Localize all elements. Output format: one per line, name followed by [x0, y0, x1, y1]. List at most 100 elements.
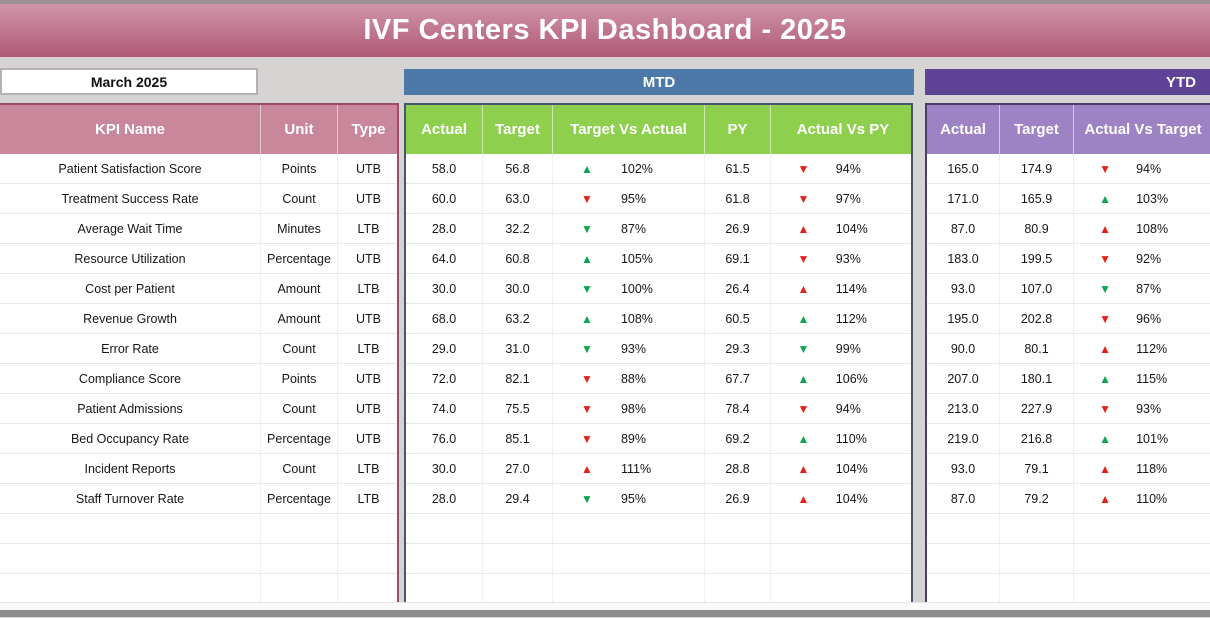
ytd-actual-cell[interactable]: 171.0: [947, 191, 979, 206]
type-cell[interactable]: LTB: [337, 454, 399, 483]
mtd-py-header[interactable]: PY: [704, 105, 770, 154]
mtd-target-cell[interactable]: 30.0: [482, 274, 552, 303]
mtd-actual-vs-py-cell[interactable]: ▼ 94%: [770, 394, 915, 423]
empty-cell[interactable]: [999, 514, 1073, 543]
ytd-target-cell[interactable]: 79.2: [999, 484, 1073, 513]
kpi-name-cell[interactable]: Average Wait Time: [77, 221, 183, 236]
empty-cell[interactable]: [1073, 574, 1210, 604]
mtd-py-cell[interactable]: 78.4: [704, 394, 770, 423]
mtd-target-vs-actual-cell[interactable]: ▲ 108%: [552, 304, 704, 333]
ytd-actual-vs-target-header[interactable]: Actual Vs Target: [1073, 105, 1210, 154]
mtd-target-cell[interactable]: 32.2: [482, 214, 552, 243]
empty-cell[interactable]: [337, 544, 399, 573]
ytd-actual-cell[interactable]: 87.0: [950, 221, 976, 236]
unit-cell[interactable]: Points: [260, 364, 337, 393]
mtd-actual-cell[interactable]: 68.0: [431, 311, 457, 326]
mtd-py-cell[interactable]: 61.5: [704, 154, 770, 183]
unit-cell[interactable]: Percentage: [260, 484, 337, 513]
empty-cell[interactable]: [552, 544, 704, 573]
mtd-actual-cell[interactable]: 30.0: [431, 281, 457, 296]
empty-cell[interactable]: [999, 574, 1073, 604]
ytd-target-cell[interactable]: 180.1: [999, 364, 1073, 393]
ytd-target-cell[interactable]: 216.8: [999, 424, 1073, 453]
mtd-target-vs-actual-cell[interactable]: ▼ 95%: [552, 484, 704, 513]
mtd-target-vs-actual-cell[interactable]: ▼ 87%: [552, 214, 704, 243]
mtd-py-cell[interactable]: 28.8: [704, 454, 770, 483]
unit-cell[interactable]: Amount: [260, 274, 337, 303]
mtd-actual-cell[interactable]: 29.0: [431, 341, 457, 356]
ytd-actual-vs-target-cell[interactable]: ▲ 101%: [1073, 424, 1210, 453]
unit-cell[interactable]: Count: [260, 454, 337, 483]
ytd-actual-vs-target-cell[interactable]: ▼ 94%: [1073, 154, 1210, 183]
mtd-target-vs-actual-cell[interactable]: ▼ 89%: [552, 424, 704, 453]
mtd-target-vs-actual-cell[interactable]: ▼ 88%: [552, 364, 704, 393]
mtd-py-cell[interactable]: 29.3: [704, 334, 770, 363]
mtd-py-cell[interactable]: 60.5: [704, 304, 770, 333]
kpi-name-cell[interactable]: Incident Reports: [84, 461, 176, 476]
ytd-actual-cell[interactable]: 93.0: [950, 461, 976, 476]
mtd-actual-vs-py-cell[interactable]: ▲ 114%: [770, 274, 915, 303]
mtd-py-cell[interactable]: 61.8: [704, 184, 770, 213]
ytd-target-cell[interactable]: 107.0: [999, 274, 1073, 303]
mtd-py-cell[interactable]: 67.7: [704, 364, 770, 393]
mtd-actual-vs-py-cell[interactable]: ▲ 106%: [770, 364, 915, 393]
kpi-name-cell[interactable]: Revenue Growth: [83, 311, 177, 326]
type-cell[interactable]: LTB: [337, 484, 399, 513]
empty-cell[interactable]: [337, 574, 399, 604]
ytd-target-cell[interactable]: 80.9: [999, 214, 1073, 243]
mtd-actual-cell[interactable]: 64.0: [431, 251, 457, 266]
empty-cell[interactable]: [260, 574, 337, 604]
mtd-actual-vs-py-cell[interactable]: ▲ 104%: [770, 484, 915, 513]
kpi-name-cell[interactable]: Resource Utilization: [74, 251, 186, 266]
mtd-target-cell[interactable]: 82.1: [482, 364, 552, 393]
period-selector[interactable]: March 2025: [0, 68, 258, 95]
ytd-actual-cell[interactable]: 213.0: [947, 401, 979, 416]
empty-cell[interactable]: [260, 514, 337, 543]
mtd-actual-cell[interactable]: 58.0: [431, 161, 457, 176]
kpi-name-cell[interactable]: Bed Occupancy Rate: [70, 431, 190, 446]
empty-cell[interactable]: [482, 514, 552, 543]
type-cell[interactable]: UTB: [337, 184, 399, 213]
type-cell[interactable]: UTB: [337, 394, 399, 423]
empty-cell[interactable]: [927, 574, 999, 604]
empty-cell[interactable]: [704, 514, 770, 543]
empty-cell[interactable]: [260, 544, 337, 573]
type-cell[interactable]: UTB: [337, 364, 399, 393]
empty-cell[interactable]: [999, 544, 1073, 573]
empty-cell[interactable]: [552, 514, 704, 543]
empty-cell[interactable]: [337, 514, 399, 543]
kpi-name-cell[interactable]: Compliance Score: [78, 371, 182, 386]
mtd-actual-vs-py-cell[interactable]: ▲ 112%: [770, 304, 915, 333]
ytd-actual-vs-target-cell[interactable]: ▲ 110%: [1073, 484, 1210, 513]
ytd-actual-cell[interactable]: 87.0: [950, 491, 976, 506]
mtd-target-cell[interactable]: 63.2: [482, 304, 552, 333]
mtd-target-cell[interactable]: 60.8: [482, 244, 552, 273]
mtd-actual-cell[interactable]: 76.0: [431, 431, 457, 446]
empty-cell[interactable]: [406, 514, 482, 543]
unit-cell[interactable]: Minutes: [260, 214, 337, 243]
type-cell[interactable]: UTB: [337, 304, 399, 333]
empty-cell[interactable]: [0, 544, 260, 573]
mtd-actual-vs-py-header[interactable]: Actual Vs PY: [770, 105, 915, 154]
ytd-actual-cell[interactable]: 183.0: [947, 251, 979, 266]
mtd-actual-cell[interactable]: 28.0: [431, 491, 457, 506]
mtd-actual-cell[interactable]: 28.0: [431, 221, 457, 236]
empty-cell[interactable]: [406, 574, 482, 604]
ytd-target-cell[interactable]: 174.9: [999, 154, 1073, 183]
mtd-target-vs-actual-cell[interactable]: ▼ 98%: [552, 394, 704, 423]
ytd-actual-cell[interactable]: 195.0: [947, 311, 979, 326]
mtd-target-vs-actual-cell[interactable]: ▼ 100%: [552, 274, 704, 303]
empty-cell[interactable]: [704, 544, 770, 573]
mtd-target-cell[interactable]: 56.8: [482, 154, 552, 183]
mtd-target-vs-actual-cell[interactable]: ▼ 95%: [552, 184, 704, 213]
kpi-name-header[interactable]: KPI Name: [94, 121, 166, 138]
mtd-target-vs-actual-cell[interactable]: ▲ 102%: [552, 154, 704, 183]
type-cell[interactable]: UTB: [337, 154, 399, 183]
mtd-actual-vs-py-cell[interactable]: ▲ 104%: [770, 214, 915, 243]
mtd-actual-vs-py-cell[interactable]: ▼ 99%: [770, 334, 915, 363]
unit-cell[interactable]: Points: [260, 154, 337, 183]
type-cell[interactable]: UTB: [337, 244, 399, 273]
type-cell[interactable]: LTB: [337, 214, 399, 243]
ytd-target-cell[interactable]: 227.9: [999, 394, 1073, 423]
ytd-actual-cell[interactable]: 207.0: [947, 371, 979, 386]
